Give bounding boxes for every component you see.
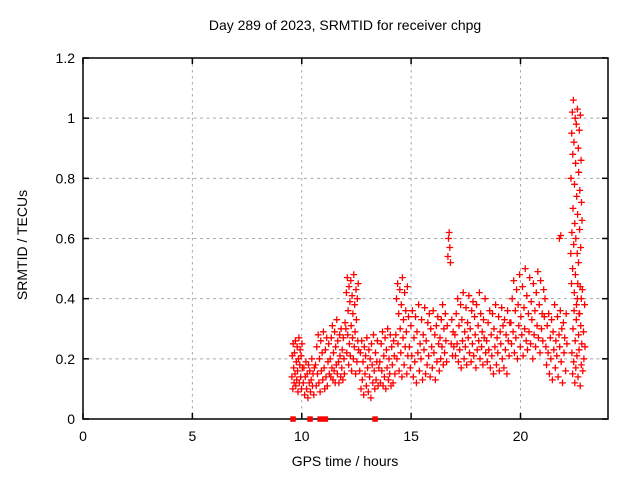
y-tick-label: 0.6 bbox=[56, 231, 76, 247]
x-tick-label: 15 bbox=[403, 428, 419, 444]
y-tick-label: 0.2 bbox=[56, 351, 76, 367]
chart-title: Day 289 of 2023, SRMTID for receiver chp… bbox=[209, 17, 481, 33]
x-tick-label: 20 bbox=[513, 428, 529, 444]
tick-labels: 0 5 10 15 20 0 0.2 0.4 0.6 0.8 1 1.2 bbox=[56, 50, 529, 444]
data-points bbox=[288, 96, 589, 422]
x-tick-label: 0 bbox=[79, 428, 87, 444]
y-tick-label: 0.4 bbox=[56, 291, 76, 307]
zero-flag-marker bbox=[372, 416, 378, 422]
zero-flag-marker bbox=[322, 416, 329, 422]
scatter-points-srmtid bbox=[288, 96, 589, 402]
y-tick-label: 1 bbox=[67, 110, 75, 126]
x-tick-label: 10 bbox=[294, 428, 310, 444]
zero-flag-marker bbox=[290, 416, 296, 422]
x-axis-label: GPS time / hours bbox=[292, 453, 399, 469]
y-tick-label: 1.2 bbox=[56, 50, 76, 66]
y-tick-label: 0.8 bbox=[56, 170, 76, 186]
zero-flag-marker bbox=[317, 416, 323, 422]
zero-flag-marker bbox=[307, 416, 313, 422]
y-tick-label: 0 bbox=[67, 411, 75, 427]
x-tick-label: 5 bbox=[188, 428, 196, 444]
axis-ticks bbox=[82, 57, 608, 420]
y-axis-label: SRMTID / TECUs bbox=[14, 190, 30, 300]
